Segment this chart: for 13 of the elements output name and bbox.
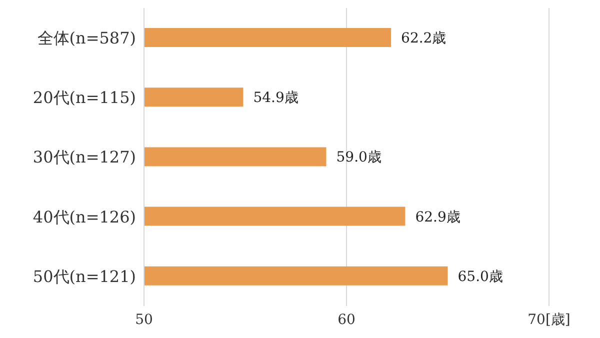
data-label: 65.0歳	[458, 268, 503, 285]
data-label: 62.9歳	[415, 209, 460, 226]
y-tick-label: 50代(n=121)	[32, 266, 136, 286]
y-tick-label: 40代(n=126)	[32, 207, 136, 226]
x-tick-label: 60	[338, 312, 356, 328]
y-tick-label: 全体(n=587)	[37, 28, 136, 48]
data-label: 54.9歳	[253, 90, 298, 106]
y-tick-label: 30代(n=127)	[32, 148, 136, 167]
x-tick-label: 50	[135, 312, 153, 328]
y-tick-label: 20代(n=115)	[32, 88, 136, 108]
data-label: 62.2歳	[401, 30, 446, 46]
data-label: 59.0歳	[336, 150, 382, 166]
x-tick-label: 70[歳]	[528, 312, 570, 328]
